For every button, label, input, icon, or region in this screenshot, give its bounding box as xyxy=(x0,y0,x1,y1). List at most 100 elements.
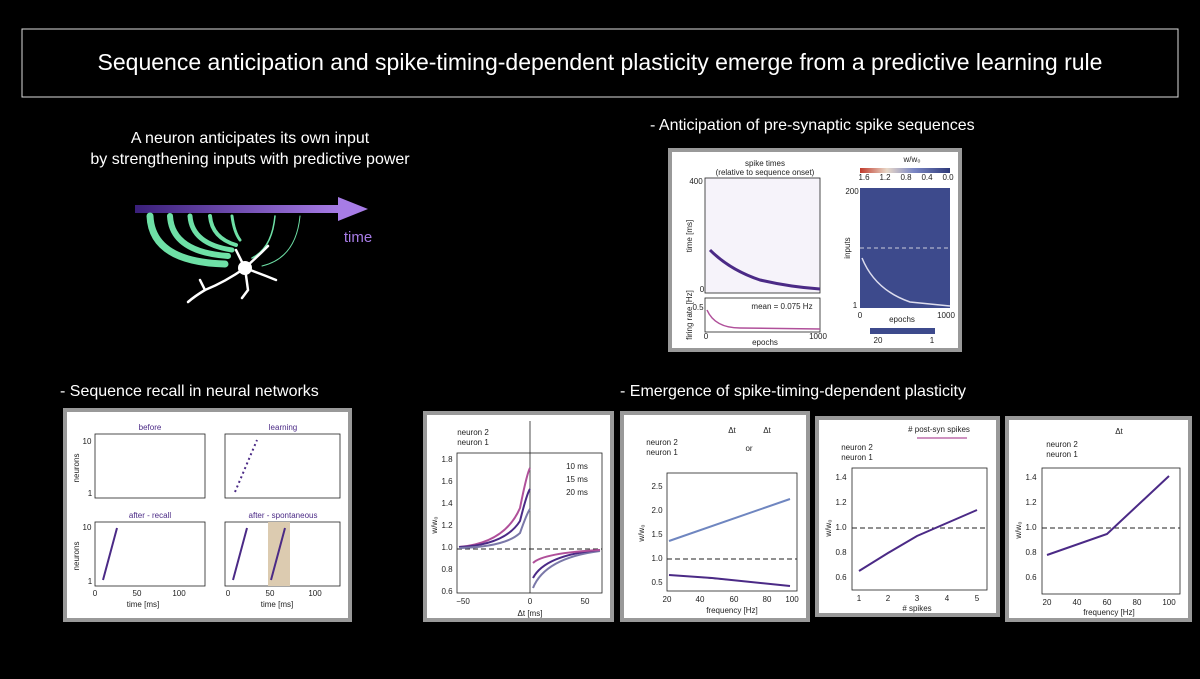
figure-label: 0.0 xyxy=(942,173,954,182)
figure-label: 20 xyxy=(874,336,883,345)
figure-label: or xyxy=(745,444,752,453)
figure-label: time [ms] xyxy=(685,220,694,252)
figure-label: frequency [Hz] xyxy=(706,606,758,615)
figure-label: 0 xyxy=(858,311,863,320)
figure-label: 1.0 xyxy=(835,523,847,532)
figure-label: 0 xyxy=(704,332,709,341)
figure-label: after - spontaneous xyxy=(249,511,318,520)
figure-label: 200 xyxy=(845,187,859,196)
figure-label: # spikes xyxy=(902,604,931,613)
figure-label: 1.6 xyxy=(441,477,453,486)
figure-label: epochs xyxy=(752,338,778,347)
figure-label: learning xyxy=(269,423,297,432)
figure-label: Δt xyxy=(763,426,771,435)
figure-label: (relative to sequence onset) xyxy=(716,168,815,177)
figure-label: w/w₀ xyxy=(430,516,439,534)
figure-label: 0 xyxy=(93,589,98,598)
figure-label: 100 xyxy=(1162,598,1176,607)
figure-label: neurons xyxy=(72,542,81,571)
intro-line: A neuron anticipates its own input xyxy=(131,130,370,147)
figure-label: w/w₀ xyxy=(637,524,646,542)
figure-label: 15 ms xyxy=(566,475,588,484)
figure-label: Δt [ms] xyxy=(518,609,543,618)
figure-label: 4 xyxy=(945,594,950,603)
figure-label: inputs xyxy=(843,237,852,258)
figure-label: firing rate [Hz] xyxy=(685,290,694,340)
figure-label: frequency [Hz] xyxy=(1083,608,1135,617)
figure-label: 40 xyxy=(696,595,705,604)
figure-label: neuron 2 xyxy=(1046,440,1078,449)
figure-label: 2.0 xyxy=(651,506,663,515)
figure-label: neurons xyxy=(72,454,81,483)
figure-label: 0.6 xyxy=(835,573,847,582)
figure-label: 1.4 xyxy=(835,473,847,482)
neuron-illustration xyxy=(135,197,368,304)
figure-label: 80 xyxy=(1133,598,1142,607)
figure-label: neuron 1 xyxy=(457,438,489,447)
slide-title: Sequence anticipation and spike-timing-d… xyxy=(98,49,1103,75)
figure-label: neuron 2 xyxy=(646,438,678,447)
figure-label: 1.2 xyxy=(441,521,453,530)
figure-label: 1.4 xyxy=(441,499,453,508)
figure-label: 50 xyxy=(581,597,590,606)
figure-label: 1.0 xyxy=(651,554,663,563)
figure-label: 0.8 xyxy=(1025,548,1037,557)
figure-label: 1.8 xyxy=(441,455,453,464)
title-box xyxy=(21,28,1179,98)
intro-line: by strengthening inputs with predictive … xyxy=(90,151,410,168)
figure-label: 0 xyxy=(700,285,705,294)
figure-label: 2.5 xyxy=(651,482,663,491)
figure-label: 0.6 xyxy=(441,587,453,596)
figure-label: 400 xyxy=(689,177,703,186)
figure-label: 60 xyxy=(730,595,739,604)
figure-label: 50 xyxy=(266,589,275,598)
figure-label: 1.2 xyxy=(835,498,847,507)
figure-label: epochs xyxy=(889,315,915,324)
figure-label: neuron 2 xyxy=(841,443,873,452)
figure-label: 0 xyxy=(528,597,533,606)
figure-label: 5 xyxy=(975,594,980,603)
figure-label: 20 xyxy=(1043,598,1052,607)
figure-label: Δt xyxy=(728,426,736,435)
figure-label: 0.8 xyxy=(900,173,912,182)
figure-label: 1.5 xyxy=(651,530,663,539)
section-heading: - Emergence of spike-timing-dependent pl… xyxy=(620,383,966,400)
figure-label: mean = 0.075 Hz xyxy=(751,302,812,311)
figure-label: 1 xyxy=(930,336,935,345)
figure-label: 1.2 xyxy=(1025,498,1037,507)
figure-label: 100 xyxy=(172,589,186,598)
figure-panel: spike times(relative to sequence onset) 4… xyxy=(668,148,962,352)
figure-label: neuron 1 xyxy=(841,453,873,462)
figure-label: 60 xyxy=(1103,598,1112,607)
figure-label: 10 ms xyxy=(566,462,588,471)
figure-label: 1.4 xyxy=(1025,473,1037,482)
figure-label: 0.5 xyxy=(692,303,704,312)
figure-label: Δt xyxy=(1115,427,1123,436)
figure-label: 1.2 xyxy=(879,173,891,182)
figure-label: time [ms] xyxy=(127,600,159,609)
figure-label: 0.8 xyxy=(835,548,847,557)
figure-label: w/w₀ xyxy=(902,155,920,164)
figure-label: 1.6 xyxy=(858,173,870,182)
figure-label: 1 xyxy=(857,594,862,603)
figure-label: 3 xyxy=(915,594,920,603)
figure-label: 2 xyxy=(886,594,891,603)
figure-label: 20 ms xyxy=(566,488,588,497)
figure-label: after - recall xyxy=(129,511,171,520)
figure-label: 10 xyxy=(83,437,92,446)
section-heading: - Sequence recall in neural networks xyxy=(60,383,319,400)
figure-label: 1 xyxy=(853,301,858,310)
figure-label: 0.8 xyxy=(441,565,453,574)
figure-label: 1.0 xyxy=(441,543,453,552)
figure-label: neuron 2 xyxy=(457,428,489,437)
figure-label: 20 xyxy=(663,595,672,604)
figure-label: 1 xyxy=(88,489,93,498)
figure-label: 0.4 xyxy=(921,173,933,182)
figure-label: # post-syn spikes xyxy=(908,425,970,434)
figure-label: 0.5 xyxy=(651,578,663,587)
